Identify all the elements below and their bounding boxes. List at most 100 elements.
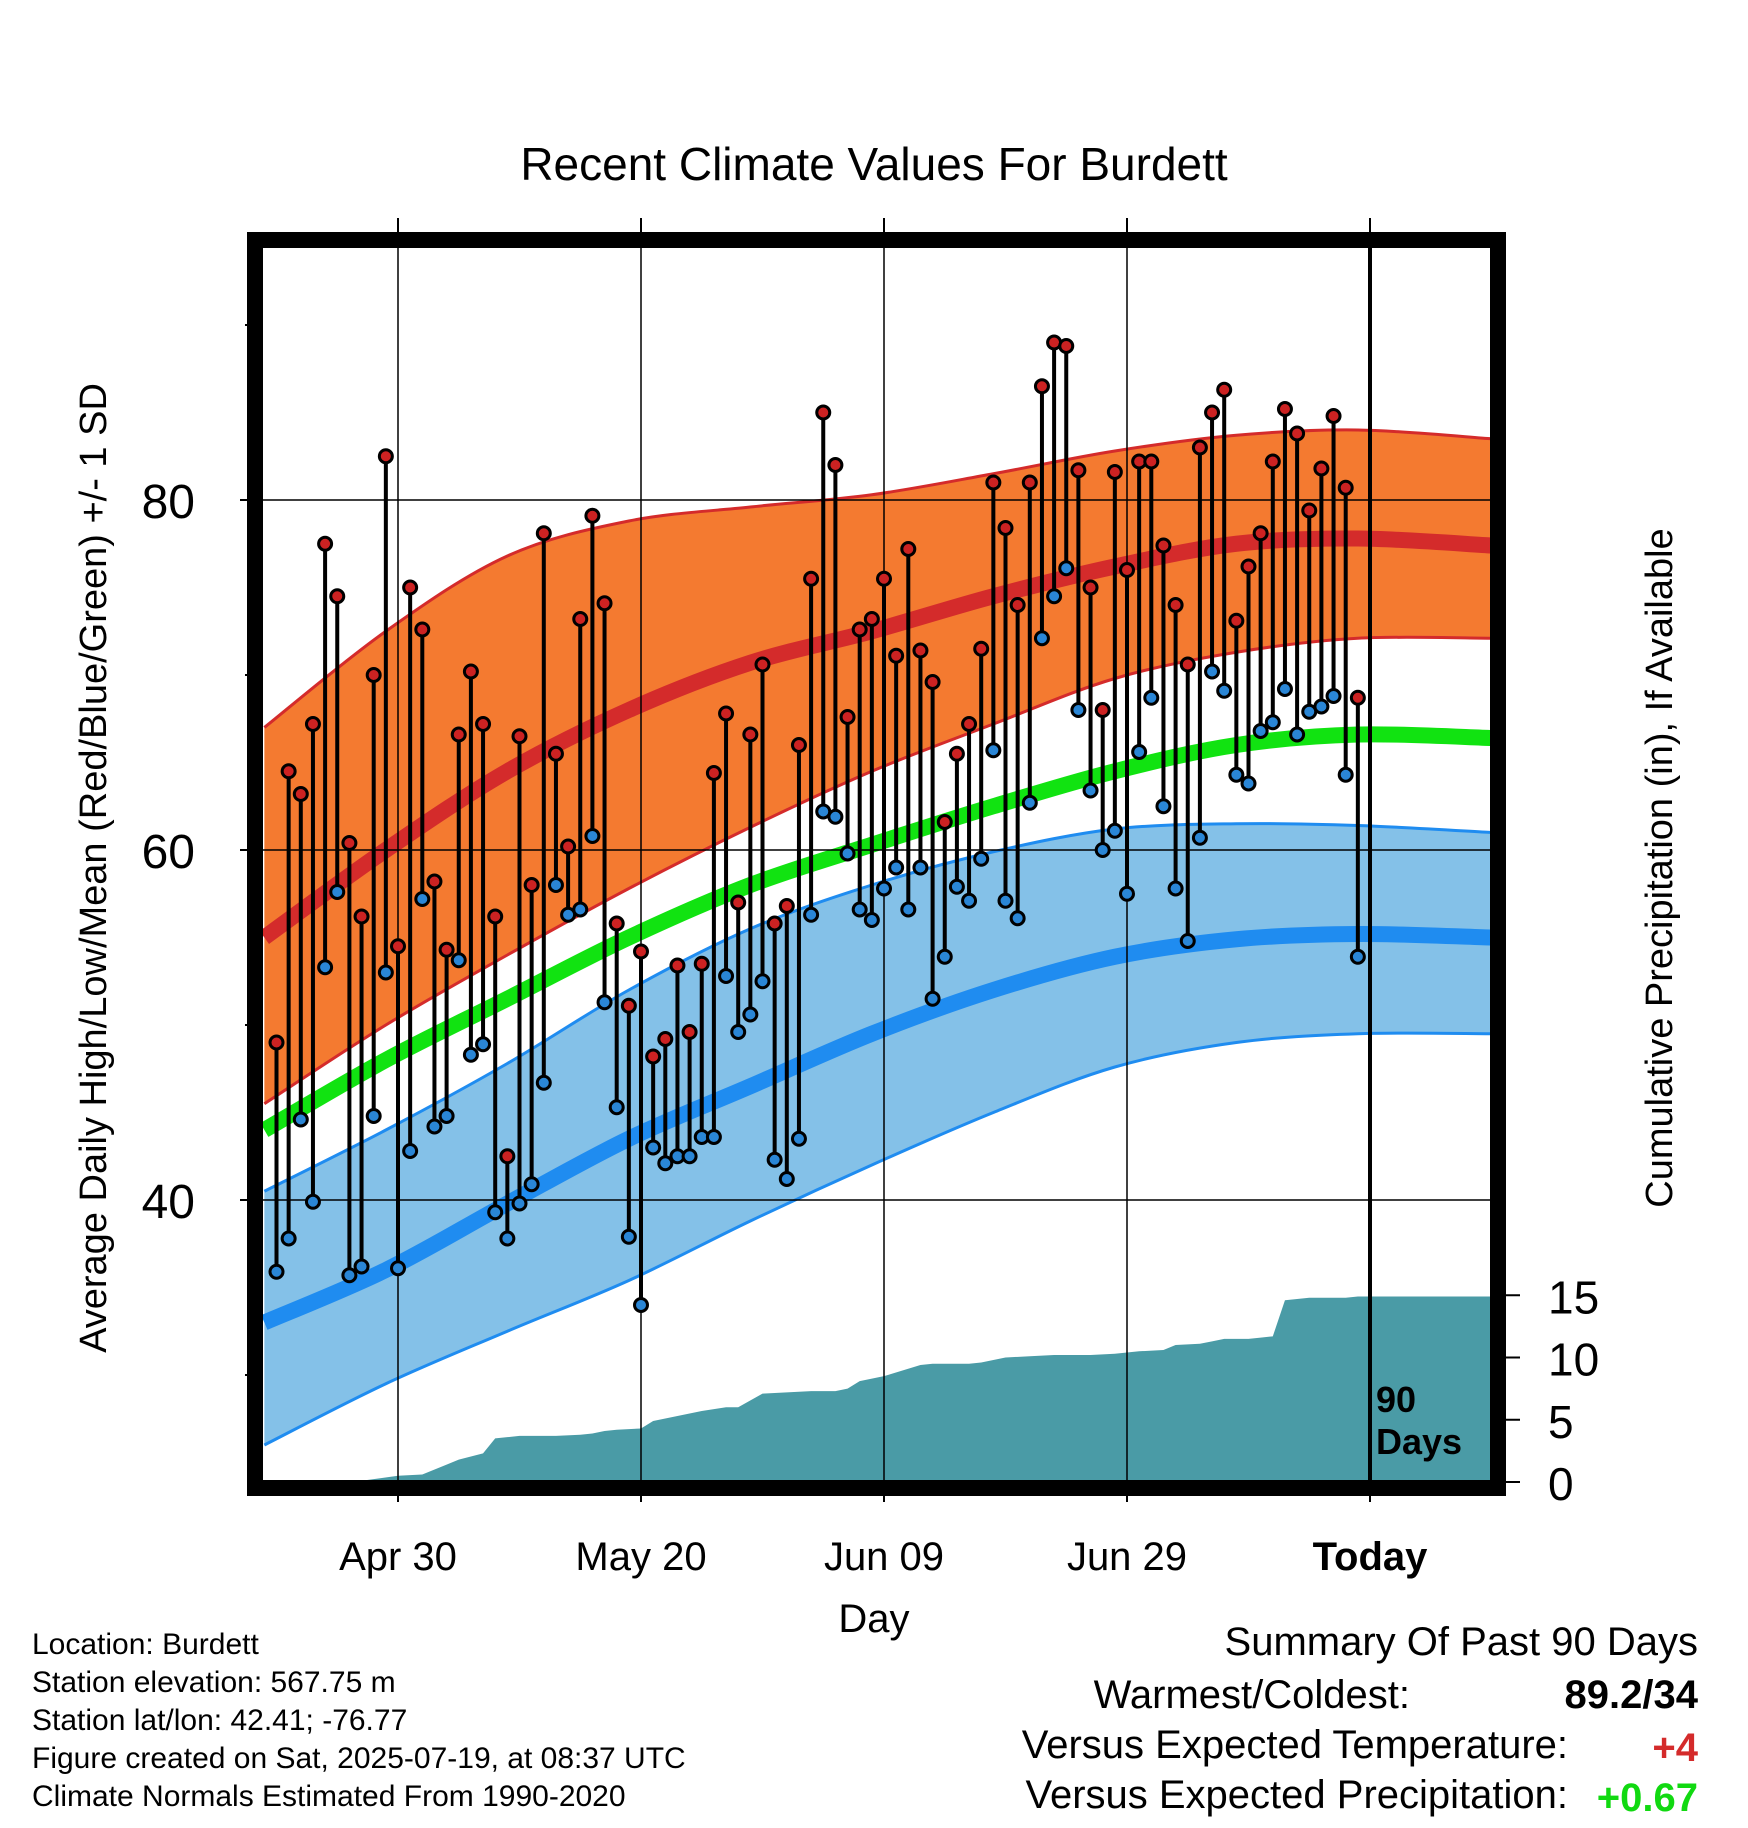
- observed-low-point: [681, 1148, 698, 1165]
- observed-low-point: [292, 1111, 309, 1128]
- today-marker-line: Days: [1376, 1421, 1462, 1462]
- observed-low-point: [268, 1263, 285, 1280]
- observed-low-point: [377, 964, 394, 981]
- precip-area: [264, 1296, 1492, 1482]
- observed-low-point: [280, 1230, 297, 1247]
- observed-low-point: [414, 891, 431, 907]
- observed-high-point: [693, 955, 710, 972]
- observed-high-point: [596, 595, 613, 612]
- observed-low-point: [936, 948, 953, 965]
- observed-low-point: [1289, 726, 1306, 743]
- observed-high-point: [402, 579, 419, 596]
- observed-high-point: [839, 709, 856, 725]
- observed-high-point: [620, 997, 637, 1014]
- summary-warmest-label: Warmest/Coldest:: [1093, 1673, 1410, 1717]
- observed-low-point: [450, 952, 467, 969]
- observed-high-point: [438, 941, 455, 958]
- observed-low-point: [572, 901, 589, 918]
- observed-high-point: [475, 716, 492, 732]
- observed-high-point: [390, 938, 406, 955]
- observed-low-point: [790, 1130, 807, 1147]
- observed-high-point: [1289, 425, 1306, 442]
- observed-high-point: [329, 588, 346, 605]
- observed-low-point: [1046, 588, 1063, 605]
- observed-low-point: [1349, 948, 1366, 965]
- observed-high-point: [1143, 453, 1160, 470]
- observed-high-point: [1009, 597, 1026, 613]
- observed-high-point: [1082, 579, 1099, 596]
- observed-low-point: [985, 742, 1002, 759]
- observed-high-point: [973, 640, 990, 657]
- observed-high-point: [961, 716, 978, 732]
- observed-high-point: [1167, 597, 1184, 613]
- observed-high-point: [827, 457, 844, 473]
- normal-low-line: [262, 925, 1492, 1330]
- y-tick-label: 60: [142, 826, 195, 879]
- observed-low-point: [766, 1151, 783, 1168]
- observed-high-point: [1325, 408, 1342, 424]
- observed-high-point: [948, 745, 965, 762]
- x-axis-label: Day: [838, 1597, 909, 1641]
- observed-high-point: [1337, 479, 1354, 496]
- observed-low-point: [645, 1139, 662, 1156]
- observed-low-point: [1240, 775, 1257, 792]
- observed-high-point: [462, 663, 479, 680]
- observed-high-point: [1264, 453, 1281, 470]
- observed-low-point: [1264, 714, 1281, 731]
- observed-high-point: [1021, 474, 1038, 491]
- observed-low-point: [1313, 698, 1330, 715]
- observed-low-point: [657, 1155, 674, 1172]
- observed-high-point: [742, 726, 759, 743]
- observed-low-point: [365, 1108, 382, 1124]
- axes: 40 60 80 0 5 10 15 Apr 30 May 20 Jun 09 Jun 29 Toda…: [142, 218, 1599, 1579]
- observed-high-point: [414, 621, 431, 638]
- y2-tick-label: 5: [1548, 1396, 1574, 1448]
- observed-high-point: [304, 716, 321, 732]
- observed-low-point: [475, 1036, 492, 1053]
- observed-low-point: [462, 1046, 479, 1063]
- observed-low-point: [876, 880, 892, 897]
- observed-low-point: [900, 901, 917, 918]
- observed-low-point: [438, 1108, 455, 1124]
- observed-high-point: [633, 943, 649, 960]
- observed-low-point: [742, 1006, 759, 1023]
- observed-low-point: [1276, 681, 1293, 697]
- observed-high-point: [1191, 439, 1208, 456]
- observed-high-point: [426, 873, 443, 890]
- observed-high-point: [876, 570, 892, 587]
- low-sd-lower-line: [263, 1031, 1492, 1447]
- high-sd-band: [264, 429, 1492, 1104]
- observed-low-point: [1167, 880, 1184, 897]
- summary-temp-label: Versus Expected Temperature:: [1021, 1723, 1568, 1767]
- observed-low-point: [1070, 702, 1087, 718]
- observed-high-point: [487, 908, 504, 925]
- y2-tick-label: 10: [1548, 1334, 1599, 1386]
- observed-low-point: [317, 959, 334, 976]
- observed-high-point: [511, 728, 528, 745]
- meta-elevation: Station elevation: 567.75 m: [32, 1666, 396, 1699]
- observed-high-point: [353, 908, 370, 925]
- observed-low-point: [1155, 798, 1172, 815]
- observed-low-point: [620, 1228, 637, 1245]
- observed-high-point: [1349, 689, 1366, 706]
- observed-high-point: [365, 667, 382, 683]
- observed-high-point: [936, 814, 953, 830]
- observed-low-point: [1082, 782, 1099, 799]
- observed-high-point: [912, 642, 929, 659]
- x-tick-label: Today: [1313, 1535, 1429, 1579]
- observed-high-point: [730, 894, 747, 911]
- meta-created: Figure created on Sat, 2025-07-19, at 08…: [32, 1742, 686, 1775]
- observed-low-point: [1131, 744, 1148, 760]
- observed-high-point: [1033, 378, 1050, 395]
- observed-high-point: [1094, 702, 1111, 718]
- observed-low-point: [1009, 910, 1026, 927]
- observed-high-point: [778, 898, 795, 914]
- x-tick-label: Jun 29: [1067, 1535, 1187, 1579]
- observed-high-point: [1301, 502, 1318, 519]
- observed-low-point: [341, 1267, 358, 1284]
- observed-low-point: [304, 1193, 321, 1210]
- summary-warmest-value: 89.2/34: [1564, 1673, 1698, 1717]
- x-tick-label: May 20: [575, 1535, 706, 1579]
- today-marker-line: 90: [1376, 1379, 1416, 1420]
- y2-axis-label: Cumulative Precipitation (in), If Availa…: [1639, 528, 1681, 1207]
